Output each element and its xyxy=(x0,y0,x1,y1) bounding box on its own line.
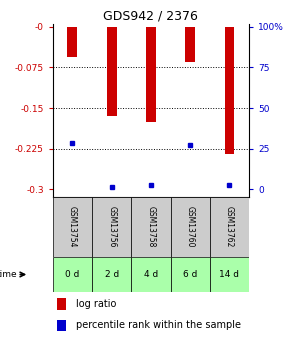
Bar xyxy=(131,197,171,257)
Bar xyxy=(92,257,131,292)
Bar xyxy=(185,27,195,62)
Text: GSM13754: GSM13754 xyxy=(68,206,77,248)
Bar xyxy=(224,27,234,154)
Bar xyxy=(210,197,249,257)
Text: GSM13758: GSM13758 xyxy=(146,206,155,248)
Text: GSM13756: GSM13756 xyxy=(107,206,116,248)
Bar xyxy=(57,298,66,309)
Text: percentile rank within the sample: percentile rank within the sample xyxy=(76,320,241,330)
Bar xyxy=(53,257,92,292)
Bar xyxy=(146,27,156,121)
Text: 14 d: 14 d xyxy=(219,270,239,279)
Text: 2 d: 2 d xyxy=(105,270,119,279)
Title: GDS942 / 2376: GDS942 / 2376 xyxy=(103,10,198,23)
Text: 6 d: 6 d xyxy=(183,270,197,279)
Bar xyxy=(92,197,131,257)
Bar xyxy=(57,320,66,331)
Bar xyxy=(131,257,171,292)
Text: time: time xyxy=(0,270,17,279)
Bar xyxy=(210,257,249,292)
Bar xyxy=(67,27,77,57)
Text: GSM13760: GSM13760 xyxy=(186,206,195,248)
Bar xyxy=(171,197,210,257)
Text: 4 d: 4 d xyxy=(144,270,158,279)
Bar xyxy=(53,197,92,257)
Text: GSM13762: GSM13762 xyxy=(225,206,234,248)
Bar xyxy=(107,27,117,116)
Bar xyxy=(171,257,210,292)
Text: log ratio: log ratio xyxy=(76,298,117,308)
Text: 0 d: 0 d xyxy=(65,270,80,279)
